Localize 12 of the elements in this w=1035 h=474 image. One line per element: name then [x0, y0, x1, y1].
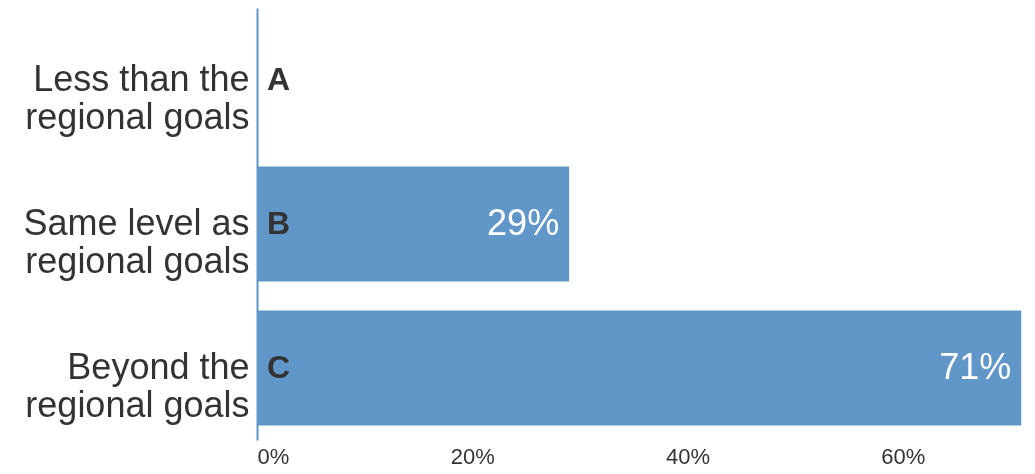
data-label: 29% — [487, 202, 560, 243]
x-tick-label: 60% — [881, 443, 926, 469]
x-tick-label: 40% — [666, 443, 711, 469]
x-tick-label: 20% — [450, 443, 495, 469]
y-tick-label: Beyond the regional goals — [25, 346, 250, 425]
x-tick-label: 0% — [257, 443, 290, 469]
annotation: C — [267, 349, 291, 385]
annotation: A — [267, 61, 291, 97]
data-label: 71% — [939, 346, 1012, 387]
y-tick-label: Same level as regional goals — [23, 202, 250, 281]
y-tick-label: Less than the regional goals — [25, 58, 250, 137]
annotation: B — [267, 205, 291, 241]
